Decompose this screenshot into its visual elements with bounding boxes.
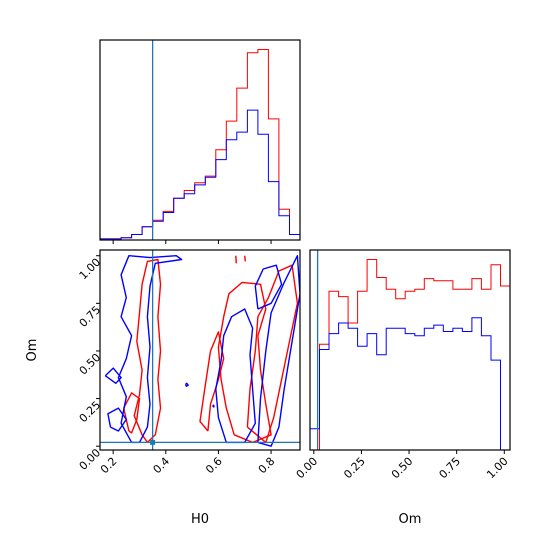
contour-red bbox=[244, 255, 246, 262]
contour-red bbox=[235, 255, 237, 264]
contour-red bbox=[199, 331, 225, 432]
contour-blue bbox=[257, 255, 300, 447]
h0-histogram-frame bbox=[99, 39, 301, 241]
contour-blue bbox=[215, 308, 256, 444]
h0-histogram-blue bbox=[99, 109, 301, 240]
h0-x-tick-label: 0.2 bbox=[98, 455, 120, 477]
contour-blue bbox=[212, 404, 215, 408]
om-histogram-blue bbox=[309, 317, 510, 451]
om-y-tick-label: 0.50 bbox=[77, 351, 104, 378]
contour-panel-frame bbox=[99, 249, 301, 451]
om-x-tick-label: 1.00 bbox=[484, 455, 511, 482]
om-histogram-red bbox=[310, 259, 511, 451]
contour-blue bbox=[254, 264, 283, 310]
contour-blue bbox=[107, 407, 127, 432]
om-histogram-panel: 0.00 0.25 0.50 0.75 1.00 bbox=[294, 249, 511, 482]
om-y-tick-label: 0.75 bbox=[77, 303, 104, 330]
x-axis-label-h0: H0 bbox=[191, 512, 209, 527]
axis-labels: H0 Om Om bbox=[25, 339, 421, 527]
contour-red bbox=[133, 258, 162, 444]
truth-marker bbox=[150, 439, 156, 445]
om-x-tick-label: 0.75 bbox=[437, 455, 464, 482]
om-histogram-frame bbox=[309, 249, 511, 451]
contour-layer bbox=[100, 250, 300, 450]
om-x-tick-label: 0.25 bbox=[341, 455, 368, 482]
contour-blue bbox=[104, 367, 122, 384]
h0-histogram-red bbox=[99, 49, 301, 240]
om-y-tick-label: 0.25 bbox=[77, 399, 104, 426]
h0-x-tick-label: 0.6 bbox=[203, 455, 225, 477]
h0-histogram-panel bbox=[99, 39, 301, 244]
h0-x-tick-label: 0.8 bbox=[256, 455, 278, 477]
x-axis-label-om: Om bbox=[399, 512, 422, 527]
y-axis-label-om: Om bbox=[25, 339, 40, 362]
om-y-tick-label: 1.00 bbox=[77, 256, 104, 283]
contour-blue bbox=[117, 255, 183, 444]
h0-x-tick-label: 0.4 bbox=[151, 455, 173, 477]
om-x-tick-label: 0.00 bbox=[294, 455, 321, 482]
om-x-tick-label: 0.50 bbox=[389, 455, 416, 482]
contour-blue bbox=[184, 382, 189, 387]
h0-om-contour-panel: 0.2 0.4 0.6 0.80.000.250.500.751.00 bbox=[77, 249, 301, 477]
